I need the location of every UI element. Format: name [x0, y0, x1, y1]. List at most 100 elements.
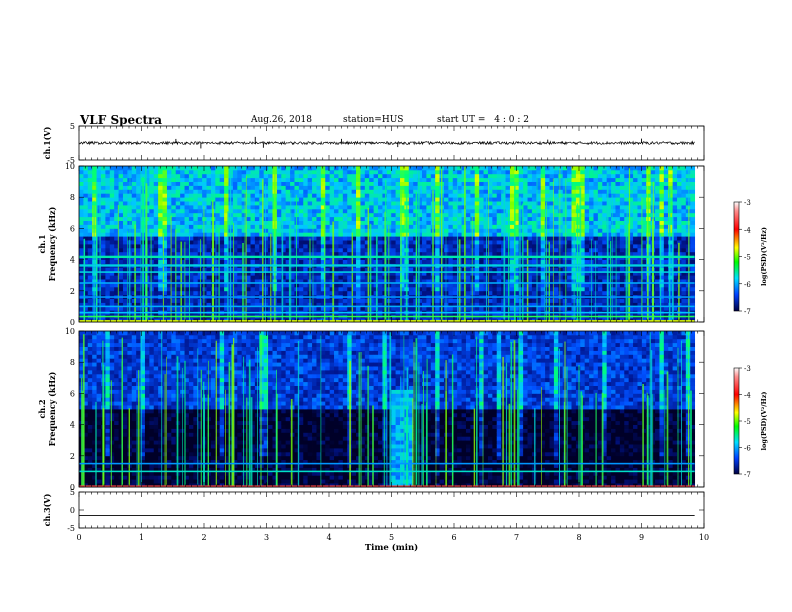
- spectrogram-cell: [351, 220, 357, 225]
- spectrogram-cell: [144, 193, 150, 198]
- spectrogram-cell: [400, 201, 405, 206]
- spectrogram-cell: [219, 216, 225, 221]
- spectrogram-cell: [413, 189, 418, 194]
- spectrogram-cell: [448, 189, 454, 194]
- spectrogram-cell: [369, 275, 375, 280]
- spectrogram-cell: [320, 173, 326, 179]
- spectrogram-cell: [413, 220, 418, 225]
- spectrogram-cell: [175, 201, 181, 206]
- spectrogram-cell: [224, 177, 229, 182]
- spectrogram-cell: [597, 173, 603, 179]
- spectrogram-cell: [303, 306, 309, 311]
- spectrogram-cell: [531, 189, 537, 194]
- spectrogram-cell: [496, 193, 502, 198]
- spectrogram-cell: [171, 271, 177, 276]
- spectrogram-cell: [149, 306, 155, 311]
- spectrogram-cell: [356, 224, 361, 229]
- spectrogram-cell: [426, 251, 432, 257]
- spectrogram-cell: [597, 232, 603, 237]
- spectrogram-cell: [549, 193, 555, 198]
- spectrogram-cell: [553, 208, 559, 214]
- spectrogram-cell: [254, 166, 260, 171]
- spectrogram-cell: [487, 169, 493, 175]
- spectrogram-cell: [100, 247, 106, 253]
- spectrogram-cell: [338, 216, 344, 221]
- spectrogram-cell: [250, 290, 256, 296]
- spectrogram-cell: [206, 298, 212, 303]
- spectrogram-cell: [369, 166, 375, 171]
- spectrogram-cell: [325, 181, 331, 186]
- spectrogram-cell: [421, 197, 427, 202]
- spectrogram-cell: [105, 306, 111, 311]
- spectrogram-cell: [100, 283, 106, 288]
- spectrogram-cell: [298, 185, 304, 190]
- spectrogram-cell: [114, 298, 119, 303]
- spectrogram-cell: [298, 283, 304, 288]
- start-ut-prefix: start UT =: [437, 115, 486, 125]
- spectrogram-cell: [443, 283, 449, 288]
- spectrogram-cell: [619, 208, 625, 214]
- spectrogram-cell: [567, 228, 572, 233]
- spectrogram-cell: [413, 224, 418, 229]
- spectrogram-cell: [105, 169, 111, 175]
- spectrogram-cell: [395, 189, 401, 194]
- spectrogram-cell: [351, 208, 357, 214]
- spectrogram-cell: [421, 244, 427, 249]
- spectrogram-cell: [320, 271, 326, 276]
- spectrogram-cell: [369, 185, 375, 190]
- spectrogram-cell: [114, 306, 119, 311]
- spectrogram-cell: [259, 251, 265, 257]
- spectrogram-cell: [298, 298, 304, 303]
- spectrogram-cell: [171, 290, 177, 296]
- spectrogram-cell: [606, 177, 612, 182]
- spectrogram-cell: [584, 185, 590, 190]
- spectrogram-cell: [237, 279, 243, 284]
- spectrogram-cell: [531, 271, 537, 276]
- spectrogram-cell: [514, 286, 520, 292]
- spectrogram-cell: [206, 205, 212, 210]
- spectrogram-cell: [589, 201, 594, 206]
- spectrogram-cell: [342, 220, 348, 225]
- spectrogram-cell: [461, 212, 467, 218]
- spectrogram-cell: [224, 267, 229, 272]
- spectrogram-cell: [567, 283, 572, 288]
- spectrogram-cell: [250, 216, 256, 221]
- spectrogram-cell: [334, 208, 339, 214]
- spectrogram-cell: [527, 166, 533, 171]
- spectrogram-cell: [448, 232, 454, 237]
- spectrogram-cell: [479, 193, 484, 198]
- spectrogram-cell: [523, 228, 528, 233]
- spectrogram-cell: [545, 279, 550, 284]
- date-label: Aug.26, 2018: [251, 115, 312, 125]
- spectrogram-cell: [197, 166, 203, 171]
- spectrogram-cell: [492, 279, 498, 284]
- spectrogram-cell: [202, 224, 207, 229]
- spectrogram-cell: [606, 279, 612, 284]
- spectrogram-cell: [426, 205, 432, 210]
- spectrogram-cell: [426, 220, 432, 225]
- spectrogram-cell: [470, 193, 476, 198]
- spectrogram-cell: [285, 286, 291, 292]
- spectrogram-cell: [369, 283, 375, 288]
- spectrogram-cell: [602, 166, 608, 171]
- spectrogram-cell: [342, 185, 348, 190]
- spectrogram-cell: [118, 181, 124, 186]
- spectrogram-cell: [290, 236, 295, 241]
- spectrogram-cell: [400, 169, 405, 175]
- spectrogram-cell: [87, 177, 93, 182]
- spectrogram-cell: [452, 283, 458, 288]
- spectrogram-cell: [122, 247, 128, 253]
- spectrogram-cell: [184, 185, 190, 190]
- spectrogram-cell: [615, 251, 621, 257]
- spectrogram-cell: [96, 201, 102, 206]
- spectrogram-cell: [79, 259, 84, 264]
- spectrogram-cell: [316, 232, 322, 237]
- spectrogram-cell: [448, 193, 454, 198]
- spectrogram-cell: [373, 212, 379, 218]
- spectrogram-cell: [100, 208, 106, 214]
- spectrogram-cell: [329, 298, 335, 303]
- spectrogram-cell: [92, 193, 97, 198]
- spectrogram-cell: [553, 189, 559, 194]
- spectrogram-cell: [320, 205, 326, 210]
- spectrogram-cell: [268, 181, 273, 186]
